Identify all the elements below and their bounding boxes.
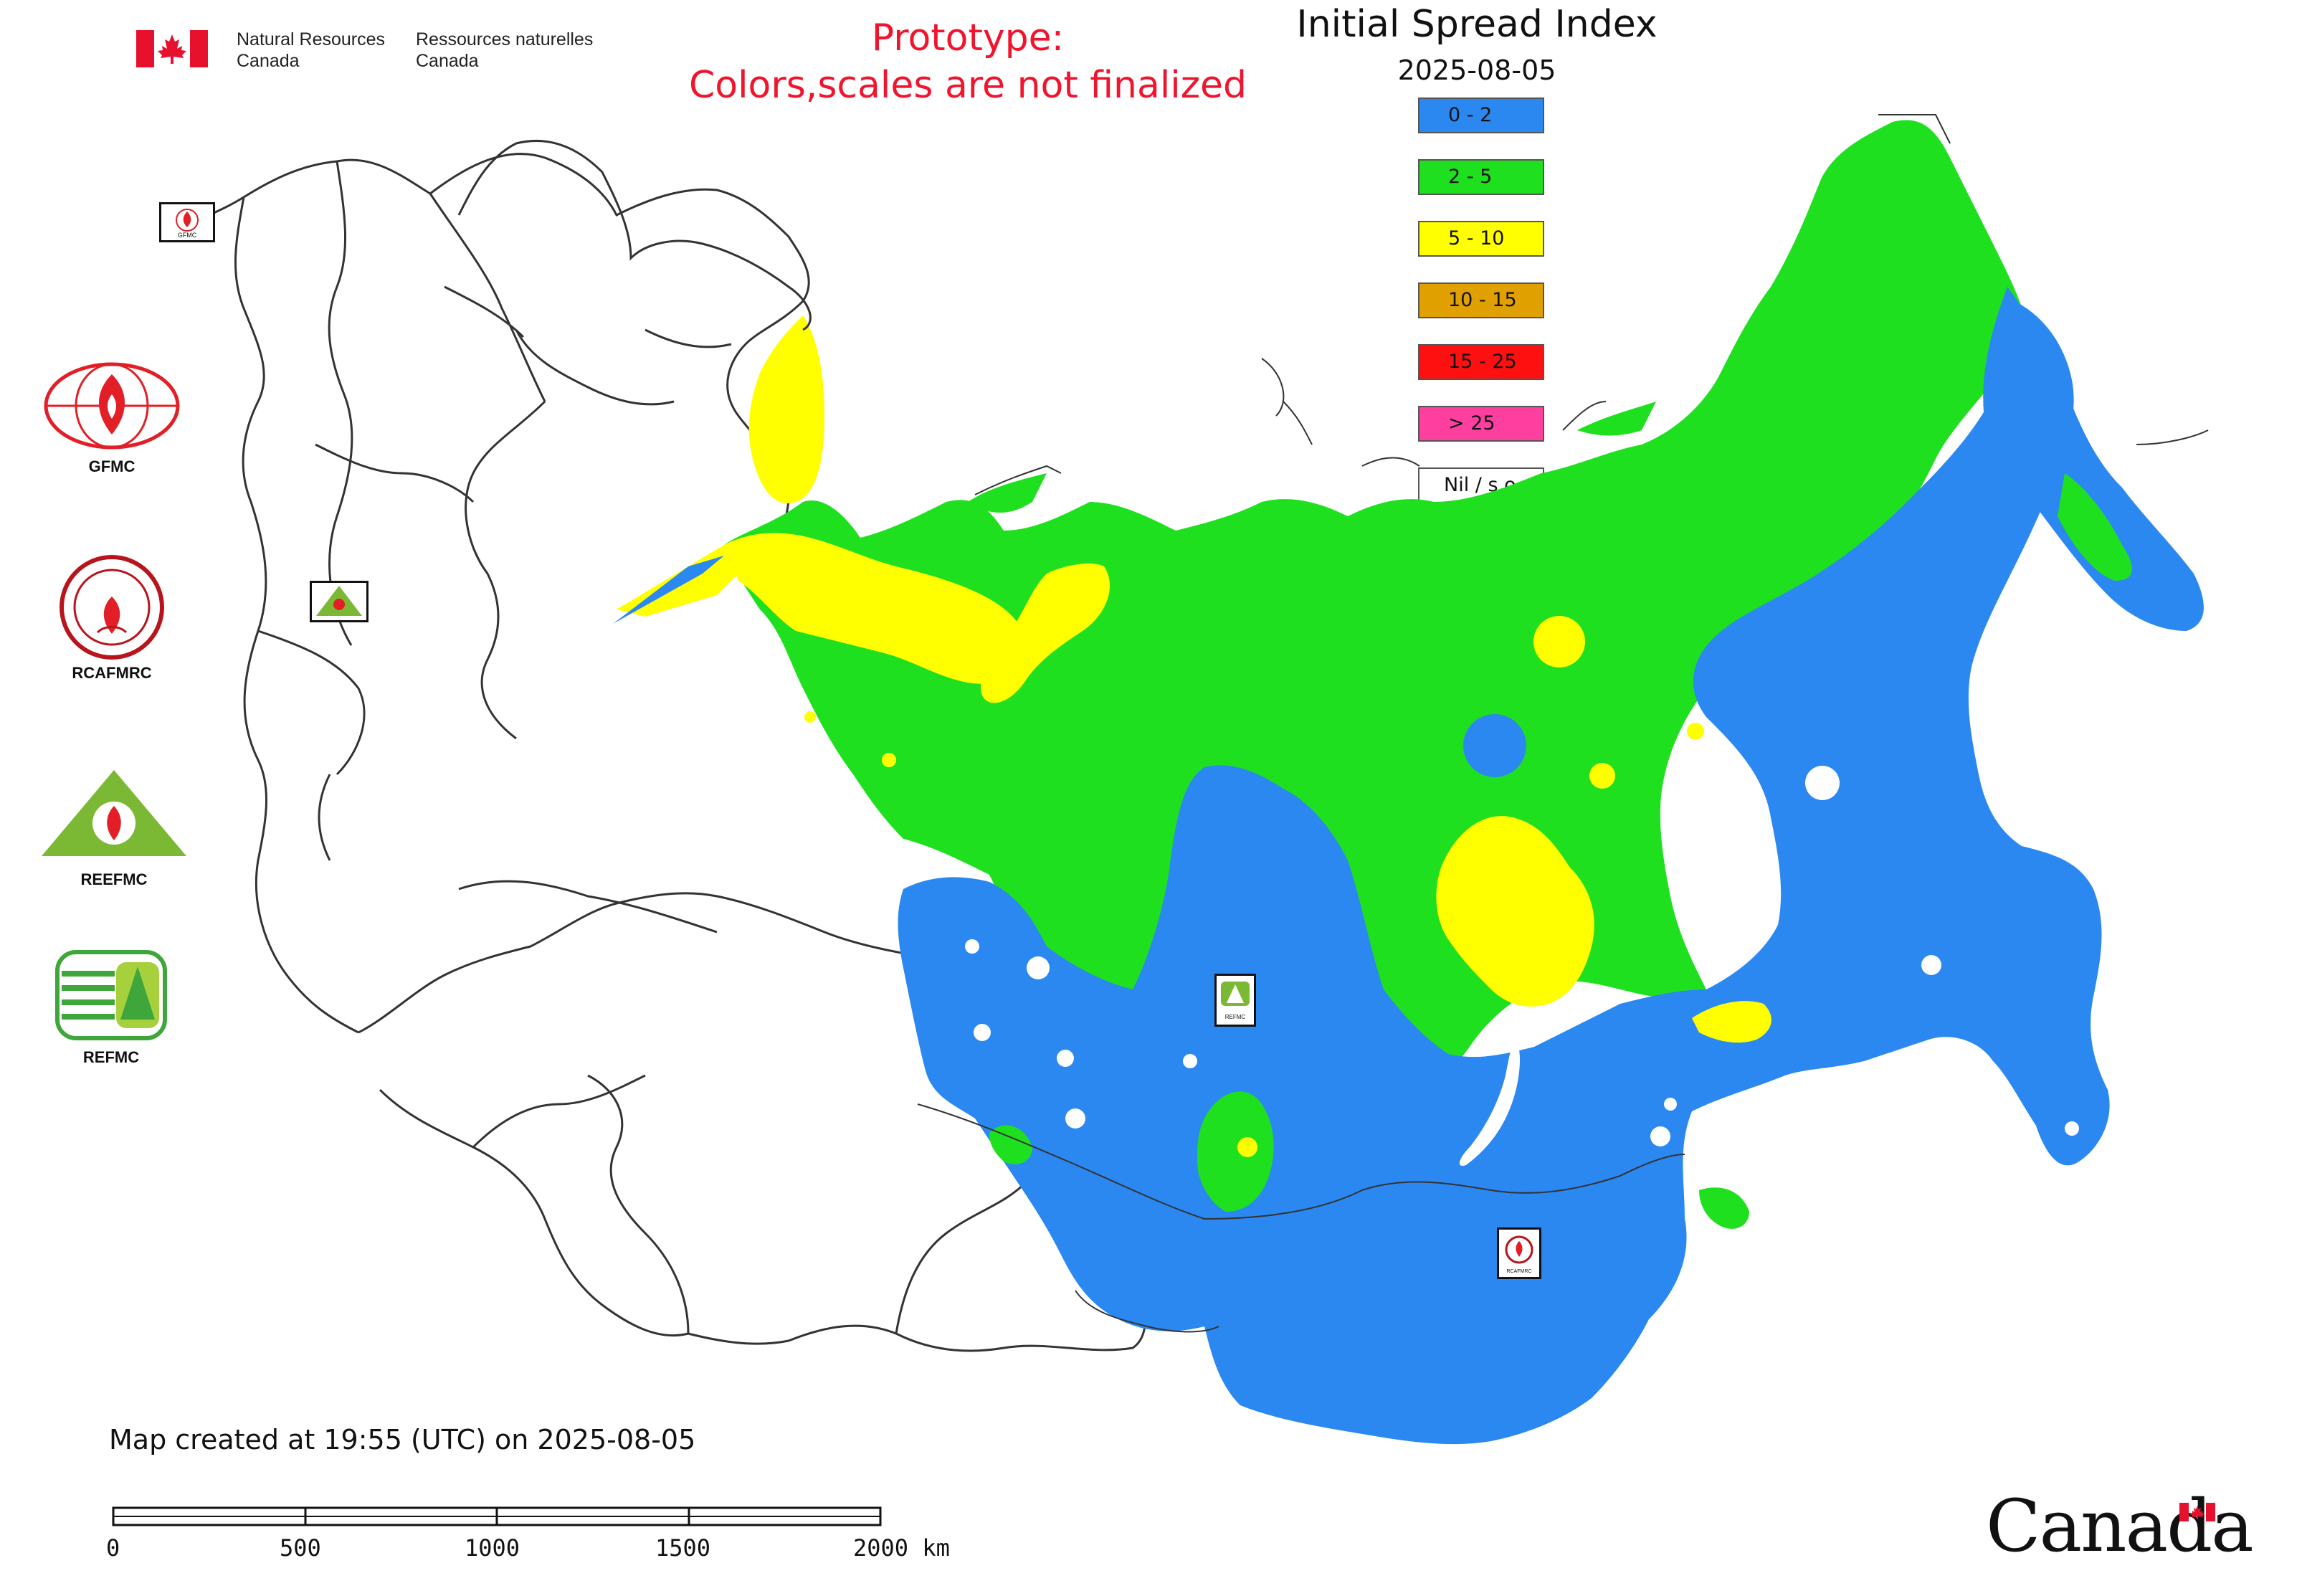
region-yellow-central <box>1436 816 1594 1007</box>
scale-label-1000: 1000 <box>465 1534 520 1562</box>
canada-wordmark: Canada <box>1986 1484 2254 1568</box>
prototype-notice: Prototype: Colors,scales are not finaliz… <box>688 16 1247 107</box>
region-yellow-west <box>724 533 1027 684</box>
department-name-fr: Ressources naturelles Canada <box>416 29 594 71</box>
legend-item-2-5: 2 - 5 <box>1418 159 1544 195</box>
rcafmrc-marker-icon: RCAFMRC <box>1505 1235 1533 1274</box>
svg-text:GFMC: GFMC <box>178 232 197 239</box>
map-title: Initial Spread Index <box>1296 3 1657 46</box>
refmc-logo: REFMC <box>50 945 194 1067</box>
map-marker-gfmc: GFMC <box>159 202 215 242</box>
refmc-label: REFMC <box>82 1048 140 1066</box>
svg-text:RCAFMRC: RCAFMRC <box>1507 1269 1532 1274</box>
canada-flag-icon <box>136 30 208 67</box>
scale-bar <box>112 1506 882 1526</box>
map-date: 2025-08-05 <box>1397 54 1556 86</box>
scale-label-0: 0 <box>106 1534 120 1562</box>
gfmc-logo: GFMC <box>40 361 184 476</box>
legend-item-0-2: 0 - 2 <box>1418 98 1544 133</box>
scale-label-500: 500 <box>280 1534 321 1562</box>
rcafmrc-seal-icon <box>60 555 164 660</box>
reefmc-marker-icon <box>316 586 362 616</box>
reefmc-triangle-icon <box>42 770 186 856</box>
legend-item-5-10: 5 - 10 <box>1418 221 1544 257</box>
refmc-emblem-icon <box>55 950 167 1040</box>
rcafmrc-label: RCAFMRC <box>72 664 152 682</box>
map-marker-reefmc <box>310 581 368 622</box>
map-marker-refmc: REFMC <box>1214 974 1256 1027</box>
legend-item-15-25: 15 - 25 <box>1418 344 1544 380</box>
scale-label-2000: 2000 km <box>853 1534 950 1562</box>
legend-item-10-15: 10 - 15 <box>1418 282 1544 318</box>
map-marker-rcafmrc: RCAFMRC <box>1497 1227 1541 1279</box>
wordmark-flag-icon <box>2179 1503 2215 1524</box>
map-creation-timestamp: Map created at 19:55 (UTC) on 2025-08-05 <box>109 1424 696 1455</box>
legend-item-gt-25: > 25 <box>1418 406 1544 442</box>
gfmc-label: GFMC <box>88 457 135 475</box>
refmc-marker-icon: REFMC <box>1221 982 1250 1020</box>
svg-text:REFMC: REFMC <box>1225 1014 1246 1020</box>
gfmc-globe-icon <box>44 362 180 450</box>
reefmc-label: REEFMC <box>80 870 148 888</box>
rcafmrc-logo: RCAFMRC <box>40 554 184 683</box>
gfmc-marker-icon: GFMC <box>176 209 199 239</box>
region-green-base <box>724 120 2029 1151</box>
department-name-en: Natural Resources Canada <box>237 29 386 71</box>
reefmc-logo: REEFMC <box>39 767 189 889</box>
scale-label-1500: 1500 <box>655 1534 711 1562</box>
